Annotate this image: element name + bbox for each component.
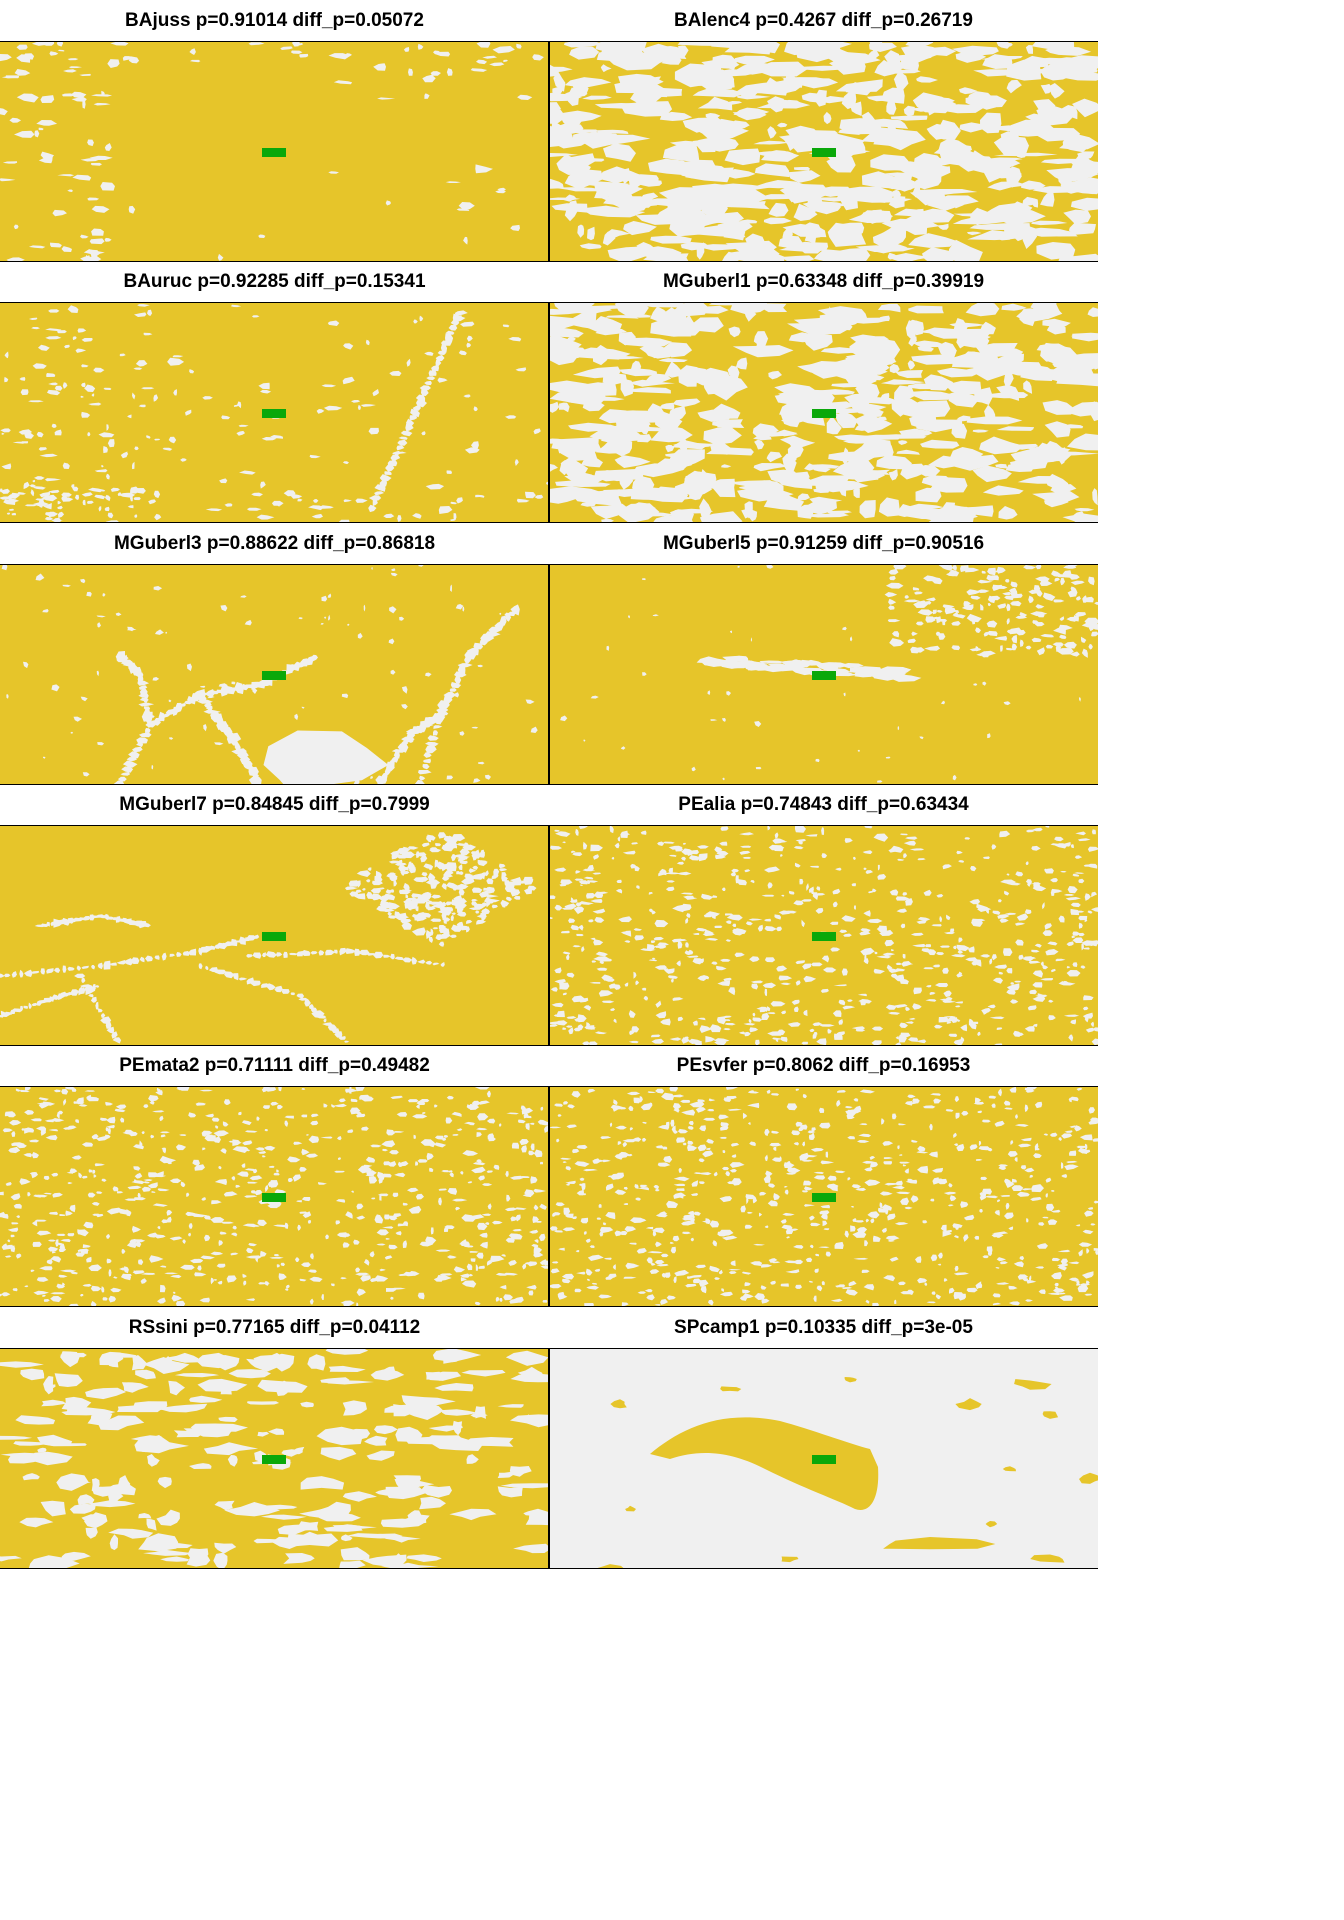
panel-title: RSsini p=0.77165 diff_p=0.04112 [128, 1316, 421, 1338]
habitat-patches [550, 42, 1098, 261]
map-panel-mguberl5: MGuberl5 p=0.91259 diff_p=0.90516 [549, 523, 1098, 785]
suitability-map [549, 1086, 1098, 1308]
panel-title: MGuberl1 p=0.63348 diff_p=0.39919 [662, 271, 985, 293]
panel-title: BAjuss p=0.91014 diff_p=0.05072 [125, 10, 424, 31]
suitability-map [0, 1347, 549, 1569]
map-panel-mguberl3: MGuberl3 p=0.88622 diff_p=0.86818 [0, 523, 549, 785]
suitability-map [549, 41, 1098, 262]
panel-title: BAuruc p=0.92285 diff_p=0.15341 [123, 271, 426, 293]
habitat-patches [0, 1348, 548, 1568]
study-site-marker [262, 1454, 286, 1464]
study-site-marker [262, 409, 286, 419]
habitat-patches [550, 825, 1098, 1045]
study-site-marker [812, 148, 836, 157]
suitability-map [0, 1086, 549, 1308]
map-panel-bajuss: BAjuss p=0.91014 diff_p=0.05072 [0, 0, 549, 262]
map-panel-mguberl7: MGuberl7 p=0.84845 diff_p=0.7999 [0, 784, 549, 1046]
panel-title: PEsvfer p=0.8062 diff_p=0.16953 [676, 1055, 971, 1077]
habitat-patches [1, 564, 538, 784]
study-site-marker [812, 409, 836, 419]
map-panel-spcamp1: SPcamp1 p=0.10335 diff_p=3e-05 [549, 1307, 1098, 1569]
suitability-map [549, 563, 1098, 785]
habitat-patches [550, 1087, 1098, 1307]
suitability-map [0, 41, 549, 262]
map-panel-pesvfer: PEsvfer p=0.8062 diff_p=0.16953 [549, 1045, 1098, 1308]
map-panel-bauruc: BAuruc p=0.92285 diff_p=0.15341 [0, 261, 549, 524]
habitat-patches [0, 304, 548, 523]
study-site-marker [812, 1193, 836, 1203]
map-panel-balenc4: BAlenc4 p=0.4267 diff_p=0.26719 [549, 0, 1098, 262]
suitability-map [549, 1347, 1098, 1569]
study-site-marker [812, 670, 836, 680]
study-site-marker [262, 1193, 286, 1203]
suitability-map [549, 824, 1098, 1046]
habitat-patches [550, 303, 1098, 523]
panel-title: MGuberl5 p=0.91259 diff_p=0.90516 [662, 532, 985, 554]
habitat-patches [597, 1376, 1098, 1568]
habitat-patches [0, 832, 537, 1044]
suitability-map [549, 302, 1098, 524]
map-panel-pemata2: PEmata2 p=0.71111 diff_p=0.49482 [0, 1045, 549, 1308]
suitability-map [0, 563, 549, 785]
suitability-map [0, 302, 549, 524]
panel-title: MGuberl7 p=0.84845 diff_p=0.7999 [119, 793, 430, 815]
panel-title: PEalia p=0.74843 diff_p=0.63434 [678, 793, 969, 815]
study-site-marker [262, 670, 286, 680]
panel-title: MGuberl3 p=0.88622 diff_p=0.86818 [113, 532, 436, 554]
panel-title: SPcamp1 p=0.10335 diff_p=3e-05 [674, 1316, 973, 1338]
study-site-marker [262, 931, 286, 941]
map-panel-rssini: RSsini p=0.77165 diff_p=0.04112 [0, 1307, 549, 1569]
map-panel-mguberl1: MGuberl1 p=0.63348 diff_p=0.39919 [549, 261, 1098, 524]
study-site-marker [262, 148, 286, 157]
panel-title: BAlenc4 p=0.4267 diff_p=0.26719 [674, 10, 973, 31]
map-panel-pealia: PEalia p=0.74843 diff_p=0.63434 [549, 784, 1098, 1046]
habitat-patches [0, 1087, 548, 1307]
habitat-patches [0, 42, 544, 261]
panel-title: PEmata2 p=0.71111 diff_p=0.49482 [119, 1055, 430, 1077]
study-site-marker [812, 931, 836, 941]
study-site-marker [812, 1454, 836, 1464]
suitability-map [0, 824, 549, 1046]
